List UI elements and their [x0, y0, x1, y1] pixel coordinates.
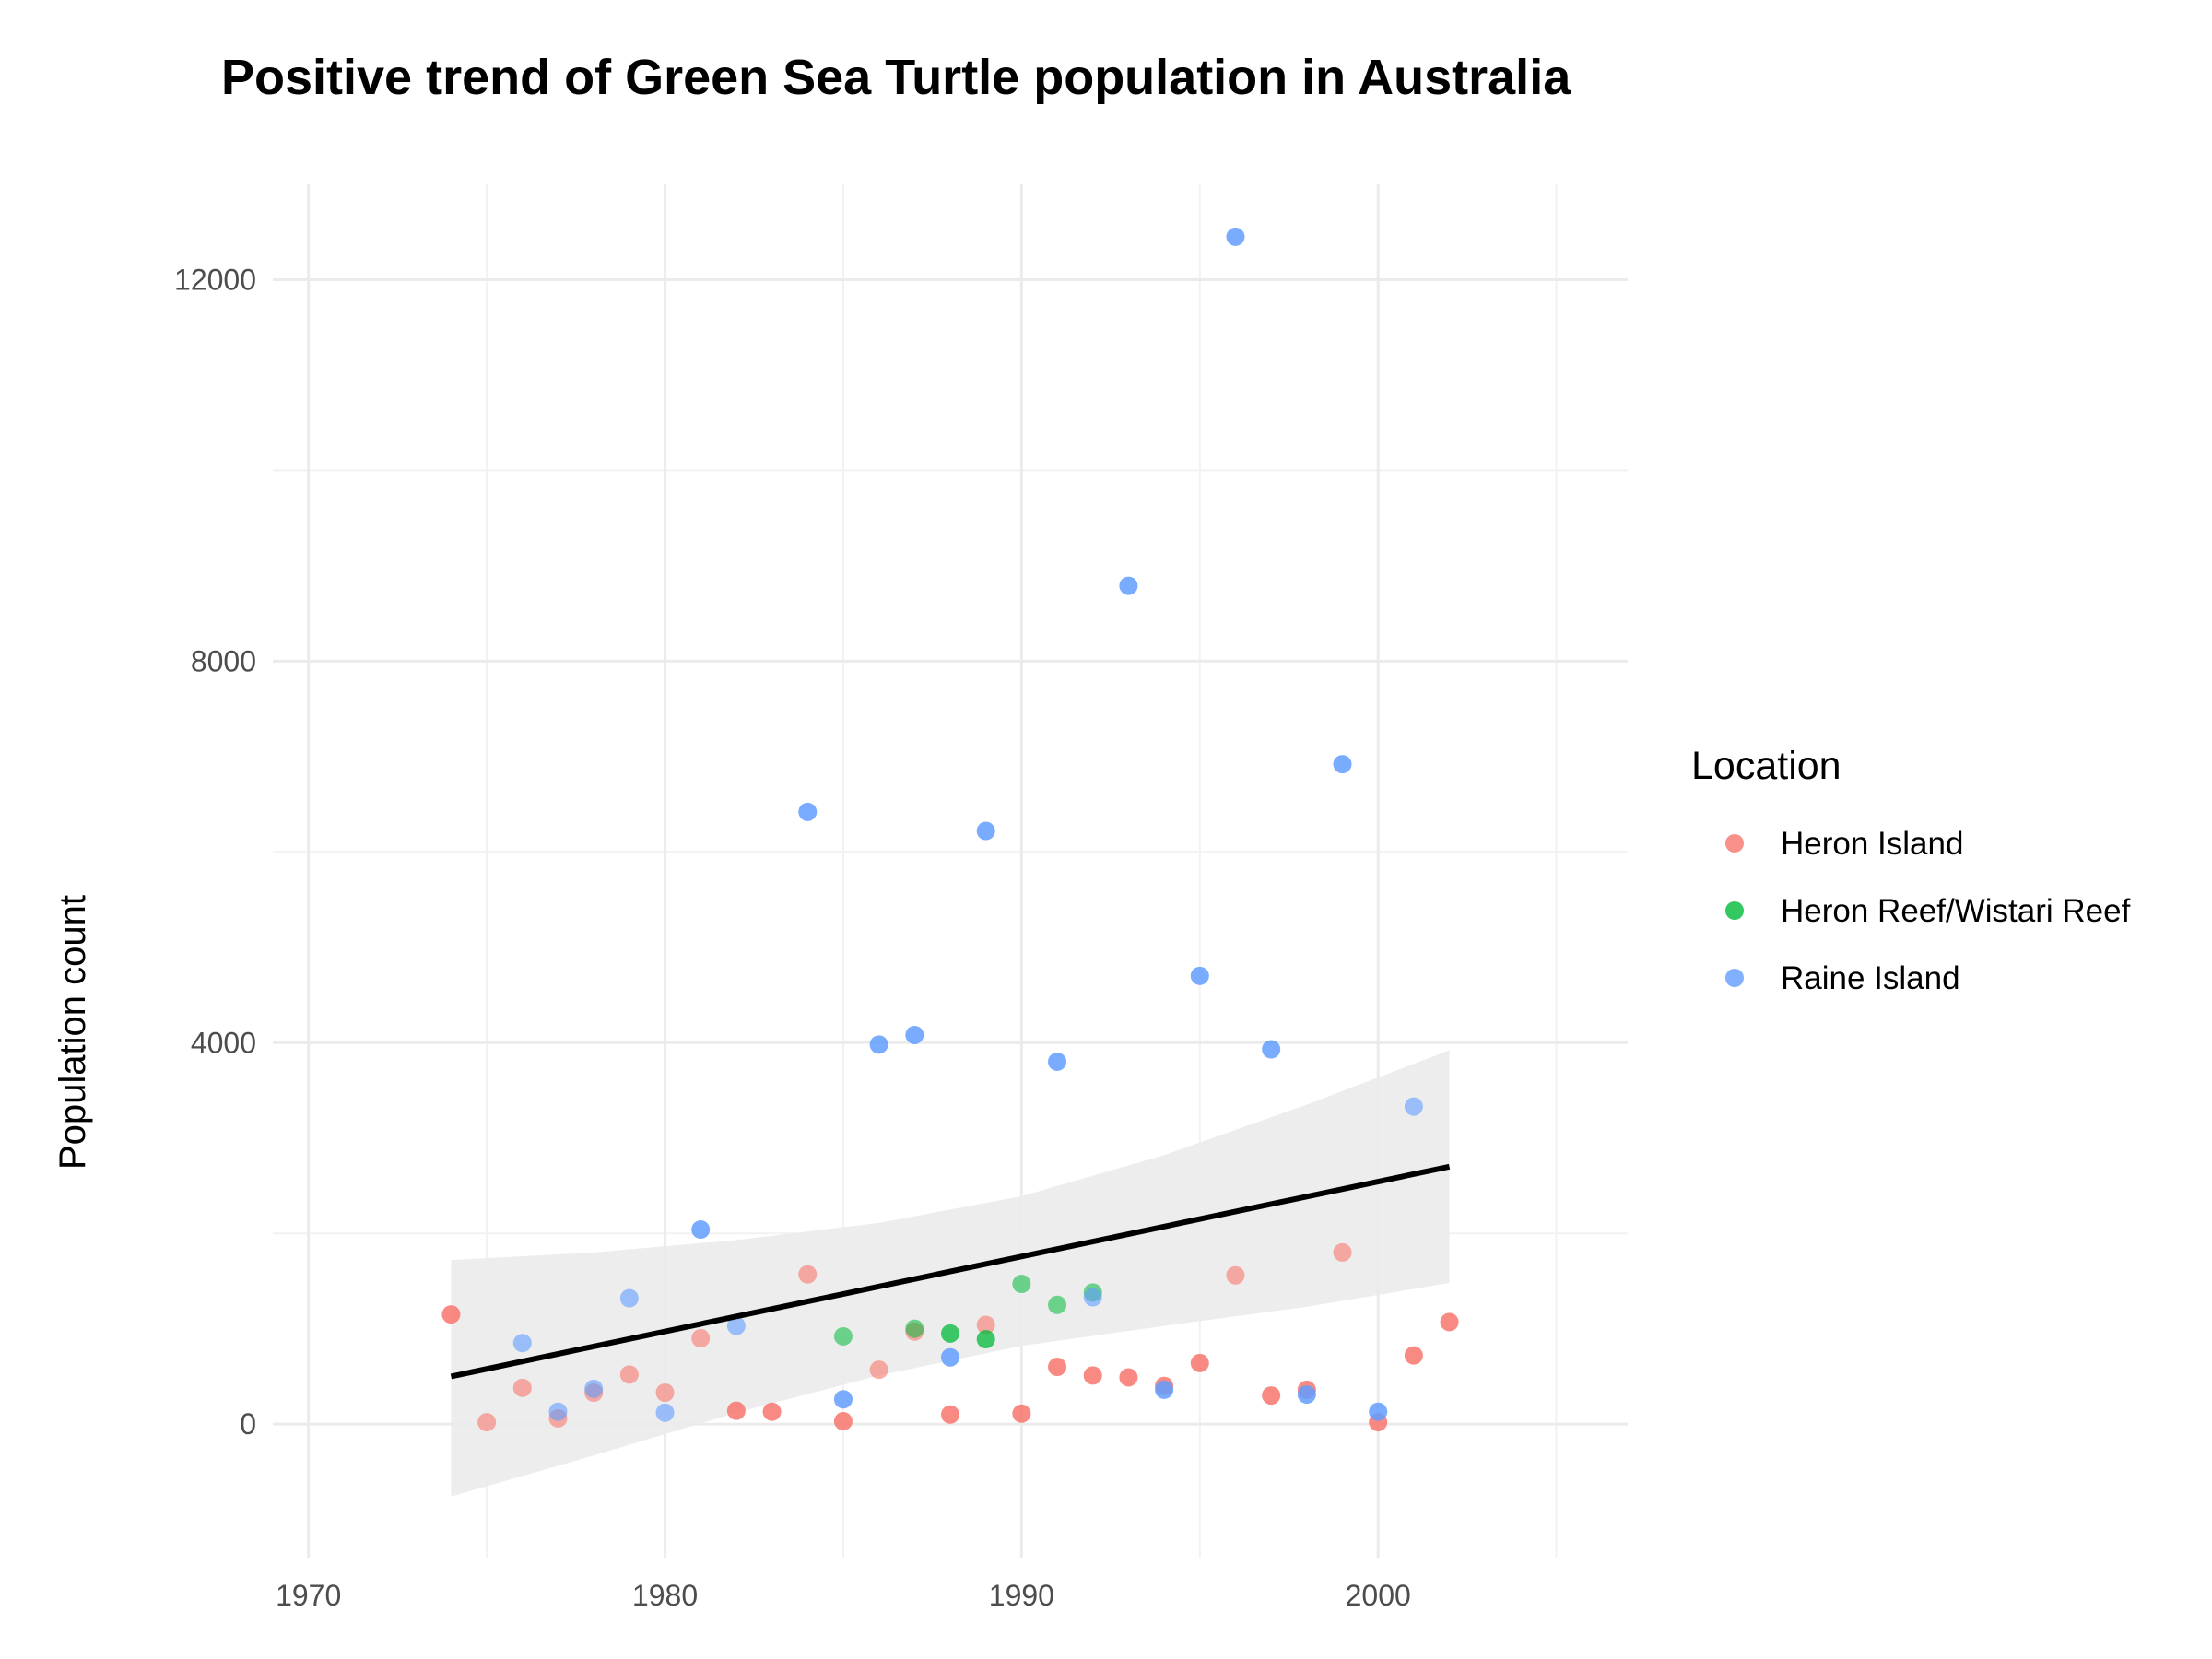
- legend: Location Heron Island Heron Reef/Wistari …: [1691, 744, 2131, 996]
- y-tick-label: 8000: [191, 644, 256, 677]
- point-heron-island: [941, 1405, 959, 1424]
- point-heron-island: [1190, 1353, 1209, 1372]
- x-tick-label: 2000: [1346, 1579, 1411, 1612]
- point-heron-island: [1440, 1312, 1459, 1332]
- legend-label: Heron Island: [1781, 826, 1963, 862]
- point-heron-island: [976, 1315, 995, 1335]
- point-raine-island: [1262, 1040, 1281, 1059]
- point-raine-island: [726, 1316, 746, 1335]
- legend-title: Location: [1691, 744, 1841, 788]
- legend-key: [1725, 901, 1744, 920]
- point-raine-island: [869, 1035, 888, 1054]
- point-raine-island: [584, 1379, 604, 1398]
- point-raine-island: [1119, 576, 1138, 595]
- data-points: [441, 227, 1459, 1432]
- point-raine-island: [1297, 1385, 1316, 1405]
- point-heron-island: [726, 1401, 746, 1420]
- point-heron-island: [1083, 1366, 1102, 1385]
- y-axis-title: Population count: [53, 895, 93, 1170]
- point-heron-island: [1012, 1404, 1031, 1423]
- point-heron-island: [798, 1265, 818, 1284]
- point-heron-island: [477, 1413, 497, 1432]
- point-heron-island: [691, 1329, 711, 1348]
- point-raine-island: [976, 821, 995, 841]
- point-heron-island: [619, 1365, 639, 1384]
- point-heron-island: [1404, 1346, 1423, 1365]
- point-raine-island: [1083, 1288, 1102, 1307]
- point-raine-island: [1155, 1380, 1174, 1399]
- point-raine-island: [941, 1347, 959, 1367]
- point-raine-island: [691, 1220, 711, 1240]
- point-heron-reef-wistari-reef: [1048, 1295, 1067, 1314]
- point-heron-reef-wistari-reef: [833, 1326, 853, 1346]
- point-raine-island: [905, 1025, 924, 1044]
- legend-label: Heron Reef/Wistari Reef: [1781, 893, 2131, 929]
- y-tick-label: 12000: [174, 263, 256, 296]
- point-heron-island: [1048, 1358, 1067, 1377]
- point-heron-island: [762, 1402, 782, 1421]
- y-tick-label: 0: [240, 1407, 256, 1441]
- point-raine-island: [1404, 1097, 1423, 1116]
- point-raine-island: [1190, 966, 1209, 985]
- point-heron-reef-wistari-reef: [941, 1324, 959, 1343]
- tick-labels: 1970 1980 1990 2000 0 4000 8000 12000: [174, 263, 1411, 1612]
- x-tick-label: 1990: [989, 1579, 1054, 1612]
- point-raine-island: [548, 1402, 568, 1421]
- point-heron-island: [1262, 1386, 1281, 1406]
- point-raine-island: [619, 1288, 639, 1308]
- point-raine-island: [1226, 227, 1245, 246]
- point-heron-island: [1333, 1242, 1352, 1262]
- point-raine-island: [1333, 755, 1352, 774]
- point-raine-island: [833, 1390, 853, 1409]
- point-raine-island: [1048, 1052, 1067, 1071]
- legend-label: Raine Island: [1781, 960, 1960, 996]
- y-tick-label: 4000: [191, 1026, 256, 1059]
- point-heron-island: [441, 1305, 461, 1324]
- x-tick-label: 1970: [276, 1579, 341, 1612]
- point-heron-reef-wistari-reef: [1012, 1275, 1031, 1294]
- point-heron-reef-wistari-reef: [905, 1319, 924, 1338]
- point-heron-island: [512, 1378, 532, 1397]
- point-raine-island: [655, 1403, 675, 1422]
- point-heron-island: [655, 1382, 675, 1402]
- point-heron-island: [833, 1412, 853, 1431]
- point-raine-island: [798, 802, 818, 821]
- point-raine-island: [1369, 1402, 1388, 1421]
- point-raine-island: [512, 1334, 532, 1353]
- point-heron-island: [869, 1360, 888, 1380]
- point-heron-island: [1226, 1265, 1245, 1285]
- point-heron-island: [1119, 1368, 1138, 1387]
- x-tick-label: 1980: [632, 1579, 698, 1612]
- trend-line: [450, 1163, 1451, 1380]
- legend-key: [1725, 969, 1744, 987]
- point-heron-reef-wistari-reef: [976, 1330, 995, 1349]
- chart-title: Positive trend of Green Sea Turtle popul…: [221, 50, 1571, 105]
- legend-key: [1725, 834, 1744, 853]
- trend-line-path: [450, 1163, 1451, 1380]
